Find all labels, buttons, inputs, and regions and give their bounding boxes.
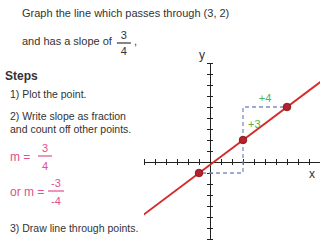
y-tick-mark: [207, 63, 213, 64]
x-axis-label: x: [309, 167, 315, 181]
x-tick: [254, 159, 255, 165]
y-tick: [207, 63, 213, 64]
y-tick-mark: [207, 217, 213, 218]
x-axis: [145, 159, 320, 165]
x-tick: [144, 159, 145, 165]
annotation: 1) Plot the point.: [10, 88, 86, 100]
x-tick: [309, 159, 310, 165]
x-tick: [177, 159, 178, 165]
y-tick: [207, 85, 213, 86]
y-tick: [207, 74, 213, 75]
fraction-bar: [38, 155, 52, 156]
y-tick: [207, 96, 213, 97]
y-tick: [207, 217, 213, 218]
x-tick-mark: [188, 159, 189, 165]
y-tick-mark: [207, 228, 213, 229]
y-tick: [207, 151, 213, 152]
x-tick: [166, 159, 167, 165]
y-tick: [207, 129, 213, 130]
y-tick-mark: [207, 206, 213, 207]
y-tick: [207, 118, 213, 119]
line: [144, 74, 320, 239]
x-tick: [199, 159, 200, 165]
x-tick-mark: [254, 159, 255, 165]
y-tick: [207, 140, 213, 141]
x-tick-mark: [166, 159, 167, 165]
annotation: -4: [51, 195, 61, 207]
annotation: +4: [259, 92, 272, 104]
x-tick: [155, 159, 156, 165]
y-tick-mark: [207, 85, 213, 86]
x-tick-mark: [221, 159, 222, 165]
annotation: m =: [10, 150, 30, 164]
annotation: 3: [121, 29, 127, 41]
annotation: and count off other points.: [10, 123, 131, 135]
x-tick: [265, 159, 266, 165]
x-tick: [287, 159, 288, 165]
annotation: 3: [42, 142, 48, 154]
y-axis-label: y: [199, 48, 205, 62]
x-tick-mark: [155, 159, 156, 165]
y-axis: [207, 64, 213, 240]
x-tick-mark: [298, 159, 299, 165]
chart: Graph the line which passes through (3, …: [0, 0, 320, 240]
y-tick: [207, 239, 213, 240]
y-tick-mark: [207, 151, 213, 152]
y-tick: [207, 195, 213, 196]
x-tick-mark: [232, 159, 233, 165]
annotation: ,: [134, 35, 137, 47]
title: Graph the line which passes through (3, …: [22, 7, 229, 47]
y-tick-mark: [207, 74, 213, 75]
y-tick: [207, 107, 213, 108]
y-tick-mark: [207, 96, 213, 97]
annotation: or m =: [10, 185, 44, 199]
annotation: +3: [248, 118, 261, 130]
title-line: Graph the line which passes through (3, …: [22, 7, 229, 19]
point: [195, 169, 203, 177]
y-tick-mark: [207, 129, 213, 130]
annotation: Steps: [5, 69, 38, 83]
x-tick: [276, 159, 277, 165]
x-tick: [298, 159, 299, 165]
x-tick-mark: [144, 159, 145, 165]
annotation: -3: [51, 177, 61, 189]
x-tick-mark: [287, 159, 288, 165]
x-tick: [188, 159, 189, 165]
annotation: 3) Draw line through points.: [10, 222, 138, 234]
point: [239, 136, 247, 144]
y-tick: [207, 184, 213, 185]
y-tick-mark: [207, 107, 213, 108]
x-tick-mark: [265, 159, 266, 165]
y-tick-mark: [207, 239, 213, 240]
x-tick-mark: [199, 159, 200, 165]
y-tick-mark: [207, 118, 213, 119]
plot-area: [144, 74, 320, 239]
annotation: 4: [121, 45, 127, 57]
x-tick: [232, 159, 233, 165]
y-tick: [207, 206, 213, 207]
title-line: and has a slope of: [22, 35, 113, 47]
annotation: 2) Write slope as fraction: [10, 110, 126, 122]
x-tick: [221, 159, 222, 165]
y-tick-mark: [207, 140, 213, 141]
x-tick-mark: [276, 159, 277, 165]
x-tick-mark: [177, 159, 178, 165]
y-tick-mark: [207, 184, 213, 185]
x-tick-mark: [309, 159, 310, 165]
fraction-bar: [48, 190, 64, 191]
fraction-bar: [117, 42, 131, 43]
y-tick: [207, 228, 213, 229]
y-tick-mark: [207, 195, 213, 196]
point: [283, 103, 291, 111]
annotation: 4: [42, 160, 48, 172]
